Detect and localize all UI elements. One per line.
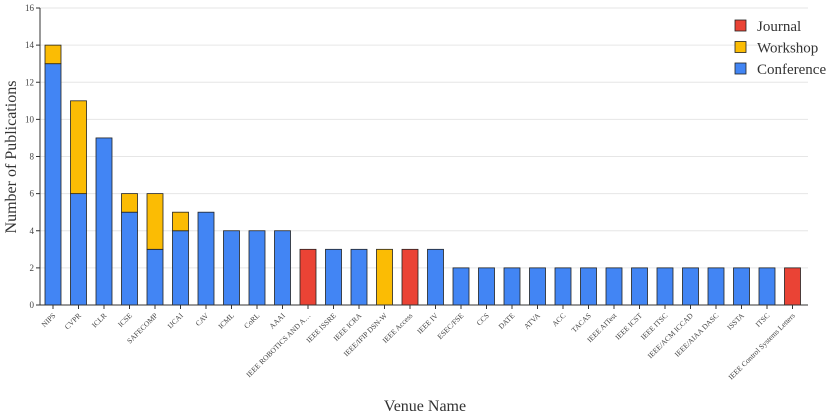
legend-label-workshop[interactable]: Workshop — [757, 41, 818, 57]
y-tick-label: 2 — [30, 263, 35, 273]
bar-workshop[interactable] — [146, 193, 164, 250]
x-axis-title: Venue Name — [384, 398, 466, 415]
x-tick-label: ICSE — [116, 311, 134, 329]
bar-conference[interactable] — [656, 267, 674, 306]
bar-conference[interactable] — [172, 230, 189, 306]
bar-conference[interactable] — [452, 267, 470, 306]
y-tick-label: 14 — [25, 40, 35, 50]
x-tick-label: AAAI — [267, 311, 287, 331]
y-tick-label: 8 — [30, 152, 35, 162]
legend-swatch-conference[interactable] — [734, 62, 747, 75]
bar-conference[interactable] — [733, 267, 750, 306]
x-tick-label: CVPR — [63, 311, 83, 331]
x-tick-label: ICLR — [90, 311, 108, 329]
bar-workshop[interactable] — [172, 211, 189, 232]
legend-label-journal[interactable]: Journal — [757, 19, 801, 35]
bar-journal[interactable] — [299, 248, 317, 306]
bar-conference[interactable] — [197, 211, 215, 306]
x-tick-label: ATVA — [522, 311, 542, 331]
legend-swatch-journal[interactable] — [734, 19, 747, 32]
bar-conference[interactable] — [580, 267, 597, 306]
bar-conference[interactable] — [274, 230, 291, 306]
bar-workshop[interactable] — [376, 248, 393, 306]
y-tick-label: 4 — [30, 226, 35, 236]
bar-conference[interactable] — [146, 248, 164, 306]
bar-workshop[interactable] — [70, 100, 87, 195]
bar-conference[interactable] — [248, 230, 266, 306]
x-tick-label: IEEE IV — [415, 311, 440, 336]
x-tick-label: IEEE/ACM ICCAD — [646, 311, 696, 361]
bar-workshop[interactable] — [44, 44, 62, 65]
legend-label-conference[interactable]: Conference — [757, 62, 826, 78]
x-tick-label: DATE — [496, 311, 516, 331]
x-tick-label: ISSTA — [725, 311, 746, 332]
bar-conference[interactable] — [223, 230, 240, 306]
bar-conference[interactable] — [427, 248, 444, 306]
bars — [44, 44, 801, 306]
bar-conference[interactable] — [503, 267, 521, 306]
bar-conference[interactable] — [631, 267, 648, 306]
x-tick-label: CCS — [475, 311, 491, 327]
x-tick-label: CoRL — [242, 311, 262, 331]
bar-workshop[interactable] — [121, 193, 138, 213]
bar-conference[interactable] — [121, 211, 138, 306]
bar-conference[interactable] — [682, 267, 699, 306]
y-tick-label: 0 — [30, 300, 35, 310]
x-tick-label: ACC — [550, 311, 567, 328]
bar-conference[interactable] — [758, 267, 776, 306]
bar-conference[interactable] — [70, 193, 87, 306]
x-tick-label: IJCAI — [166, 311, 186, 331]
bar-conference[interactable] — [350, 248, 368, 306]
y-tick-label: 6 — [30, 189, 35, 199]
bar-conference[interactable] — [44, 63, 62, 306]
bar-conference[interactable] — [554, 267, 572, 306]
gridlines — [40, 7, 808, 269]
x-tick-label: NIPS — [40, 311, 58, 329]
bar-conference[interactable] — [325, 248, 342, 306]
y-tick-label: 10 — [25, 114, 35, 124]
y-tick-label: 12 — [25, 77, 34, 87]
legend-swatch-workshop[interactable] — [734, 41, 747, 53]
y-tick-labels: 0 2 4 6 8 10 12 14 16 — [25, 3, 40, 310]
bar-conference[interactable] — [478, 267, 495, 306]
x-tick-label: IEEE/AIAA DASC — [673, 311, 721, 359]
bar-journal[interactable] — [784, 267, 801, 306]
x-tick-label: ITSC — [754, 311, 772, 329]
y-axis-title: Number of Publications — [3, 81, 20, 234]
x-tick-label: ICML — [216, 311, 236, 331]
bar-conference[interactable] — [95, 137, 113, 306]
x-tick-label: ESEC/FSE — [435, 311, 465, 341]
x-tick-label: IEEE/IFIP DSN-W — [342, 310, 390, 358]
bar-journal[interactable] — [401, 248, 419, 306]
bar-conference[interactable] — [707, 267, 725, 306]
x-tick-label: CAV — [194, 311, 211, 328]
legend[interactable]: Journal Workshop Conference — [734, 19, 826, 78]
y-tick-label: 16 — [25, 3, 35, 13]
bar-conference[interactable] — [605, 267, 623, 306]
x-tick-label: TACAS — [570, 311, 593, 334]
bar-conference[interactable] — [529, 267, 546, 306]
